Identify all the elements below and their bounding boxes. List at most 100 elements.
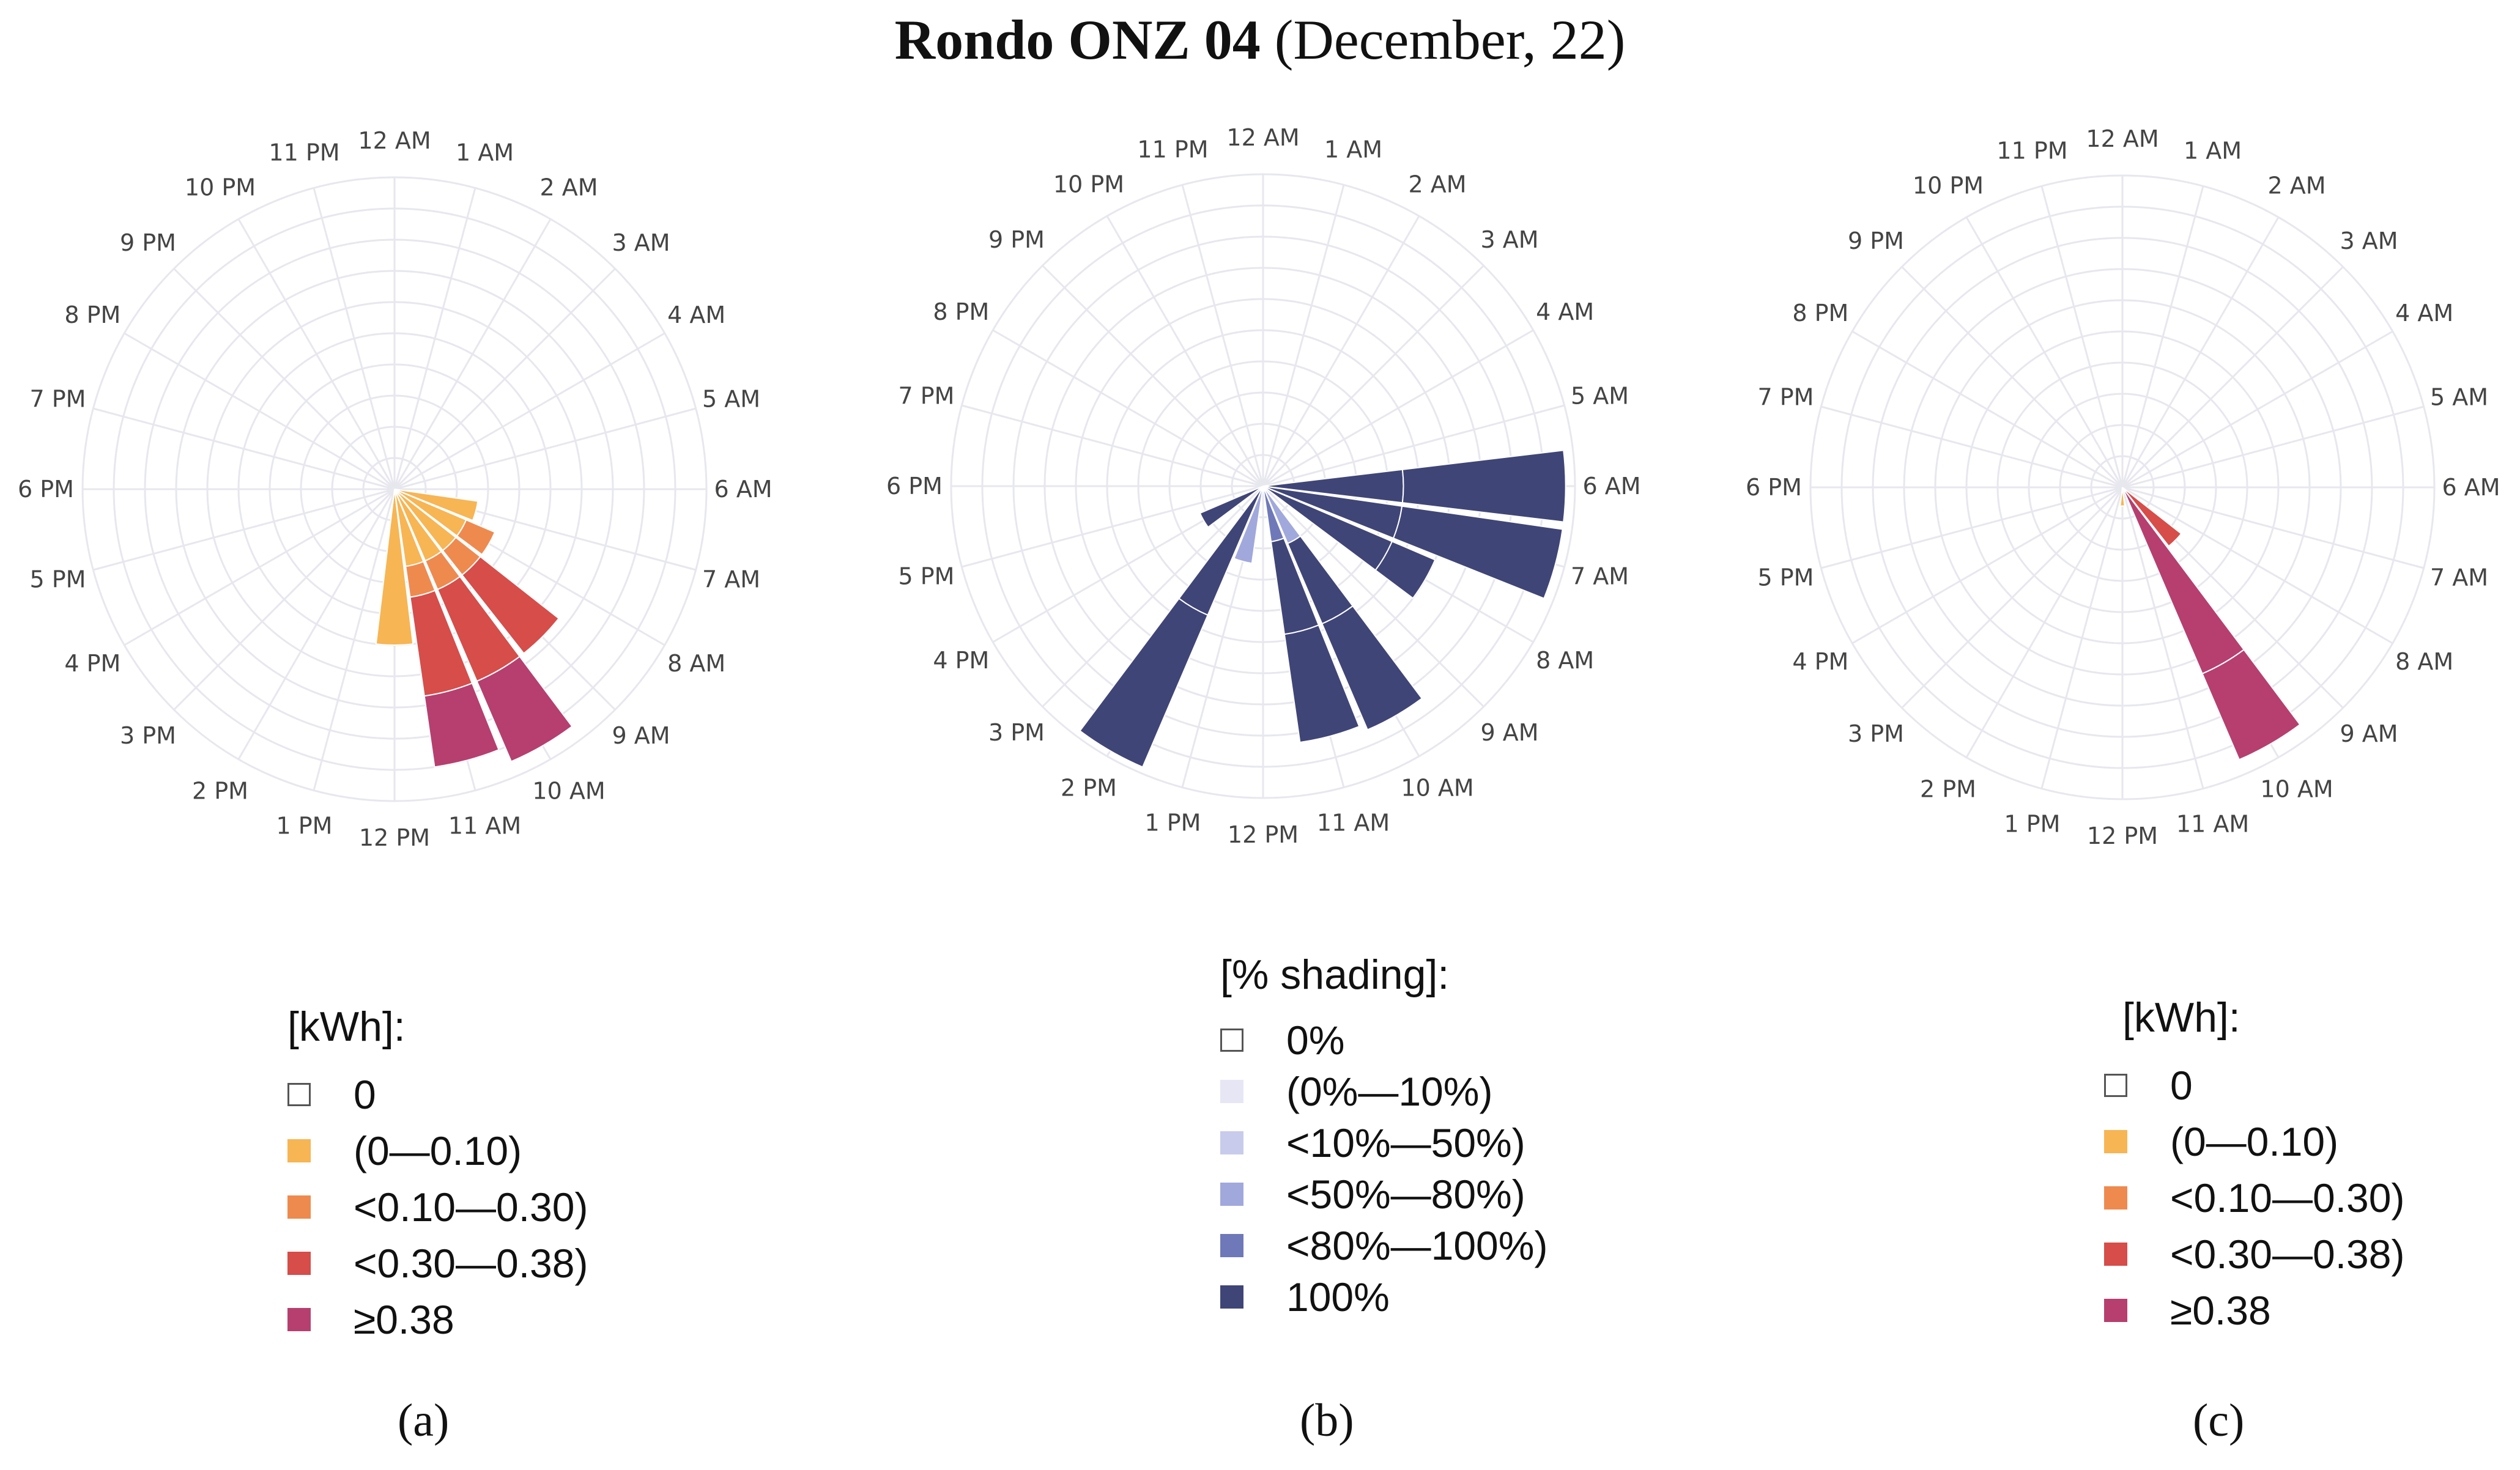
hour-label: 1 PM — [1144, 810, 1201, 837]
legend-b-item: 100% — [1220, 1271, 1547, 1323]
hour-label: 4 AM — [1536, 298, 1594, 325]
polar-bar-segment — [375, 489, 414, 646]
hour-label: 1 PM — [2004, 811, 2060, 838]
grid-spoke — [2122, 330, 2393, 489]
grid-spoke — [313, 489, 396, 791]
polar-chart-a: 12 AM 1 AM 2 AM 3 AM 4 AM 5 AM 6 AM 7 AM 8 AM 9 A… — [18, 127, 773, 851]
hour-label: 2 AM — [539, 174, 598, 201]
grid-spoke — [1820, 486, 2123, 569]
grid-spoke — [393, 218, 552, 490]
grid-spoke — [394, 407, 697, 490]
hour-label: 8 PM — [64, 301, 120, 328]
polar-bar-segment — [1374, 541, 1436, 599]
hour-label: 5 AM — [2430, 383, 2488, 410]
hour-label: 7 PM — [1757, 383, 1814, 410]
legend-c-item: ≥0.38 — [2104, 1282, 2404, 1339]
hour-label: 6 AM — [714, 476, 772, 503]
legend-swatch — [2104, 1186, 2127, 1210]
legend-label: <0.10—0.30) — [2170, 1175, 2405, 1221]
legend-label: <0.10—0.30) — [354, 1184, 588, 1230]
hour-label: 7 PM — [29, 385, 86, 412]
polar-bar-segment — [456, 519, 496, 556]
hour-label: 6 PM — [1746, 474, 1802, 501]
legend-c: [kWh]: 0 (0—0.10) <0.10—0.30) <0.30—0.38… — [2104, 994, 2404, 1339]
legend-a-item: <0.10—0.30) — [287, 1179, 588, 1235]
legend-label: <0.30—0.38) — [2170, 1232, 2405, 1277]
hour-label: 10 AM — [2260, 776, 2333, 803]
legend-a-item: (0—0.10) — [287, 1123, 588, 1179]
hour-label: 6 PM — [18, 476, 74, 503]
hour-label: 2 PM — [192, 778, 248, 805]
hour-label: 5 AM — [702, 385, 760, 412]
polar-bar-segment — [476, 656, 573, 763]
legend-swatch — [1220, 1183, 1243, 1206]
grid-spoke — [1262, 215, 1420, 487]
hour-label: 6 AM — [2442, 474, 2500, 501]
polar-bar-segment — [1283, 624, 1360, 744]
legend-b-item: (0%—10%) — [1220, 1066, 1547, 1117]
grid-spoke — [1262, 184, 1345, 487]
grid-spoke — [173, 488, 396, 711]
grid-spoke — [2121, 185, 2204, 488]
hour-label: 2 AM — [1408, 171, 1466, 198]
hour-label: 9 PM — [120, 229, 176, 256]
legend-swatch — [287, 1195, 311, 1219]
legend-swatch — [1220, 1234, 1243, 1257]
grid-spoke — [92, 488, 395, 571]
legend-swatch — [287, 1252, 311, 1275]
grid-spoke — [124, 488, 395, 646]
legend-label: 100% — [1286, 1274, 1390, 1320]
grid-spoke — [2121, 266, 2344, 489]
figure-title: Rondo ONZ 04 (December, 22) — [0, 7, 2520, 72]
hour-label: 1 AM — [2184, 137, 2242, 164]
grid-spoke — [2040, 185, 2124, 488]
hour-label: 7 PM — [898, 382, 954, 409]
grid-spoke — [1851, 330, 2123, 489]
hour-label: 5 AM — [1571, 382, 1629, 409]
hour-label: 11 PM — [1137, 136, 1208, 163]
legend-c-item: <0.10—0.30) — [2104, 1170, 2404, 1226]
legend-label: ≥0.38 — [2170, 1288, 2271, 1333]
polar-bar-segment — [1321, 605, 1423, 731]
grid-spoke — [2040, 487, 2124, 789]
figure-title-bold: Rondo ONZ 04 — [894, 9, 1261, 71]
hour-label: 9 AM — [612, 722, 670, 749]
hour-label: 10 PM — [1053, 171, 1124, 198]
hour-label: 12 AM — [1226, 124, 1299, 151]
legend-swatch — [2104, 1130, 2127, 1153]
legend-b-item: 0% — [1220, 1014, 1547, 1066]
hour-label: 10 PM — [1913, 172, 1984, 199]
legend-b-item: <50%—80%) — [1220, 1169, 1547, 1220]
legend-label: <10%—50%) — [1286, 1120, 1525, 1165]
grid-spoke — [1901, 486, 2124, 709]
hour-label: 6 PM — [886, 473, 943, 500]
hour-label: 2 PM — [1920, 776, 1976, 803]
legend-label: <50%—80%) — [1286, 1172, 1525, 1217]
hour-label: 2 PM — [1061, 775, 1117, 802]
grid-spoke — [1042, 485, 1264, 707]
legend-a-item: ≥0.38 — [287, 1291, 588, 1348]
legend-label: <0.30—0.38) — [354, 1241, 588, 1286]
hour-label: 10 AM — [532, 778, 605, 805]
polar-bar-segment — [423, 682, 500, 768]
grid-spoke — [237, 218, 396, 490]
legend-a-title: [kWh]: — [287, 1003, 406, 1050]
legend-swatch — [2104, 1074, 2127, 1097]
legend-b-title: [% shading]: — [1220, 951, 1450, 998]
legend-swatch — [1220, 1131, 1243, 1154]
grid-spoke — [1820, 405, 2123, 489]
polar-bar-segment — [1401, 449, 1566, 523]
hour-label: 3 PM — [120, 722, 176, 749]
hour-label: 4 AM — [667, 301, 725, 328]
grid-spoke — [2121, 487, 2204, 789]
legend-label: 0 — [354, 1072, 376, 1117]
hour-label: 9 AM — [2340, 720, 2398, 747]
grid-spoke — [237, 489, 396, 760]
legend-label: (0%—10%) — [1286, 1069, 1493, 1114]
grid-spoke — [124, 332, 395, 490]
legend-label: 0% — [1286, 1018, 1345, 1063]
grid-spoke — [313, 187, 396, 490]
polar-bar-segment — [2201, 649, 2301, 761]
hour-label: 9 AM — [1481, 719, 1539, 746]
